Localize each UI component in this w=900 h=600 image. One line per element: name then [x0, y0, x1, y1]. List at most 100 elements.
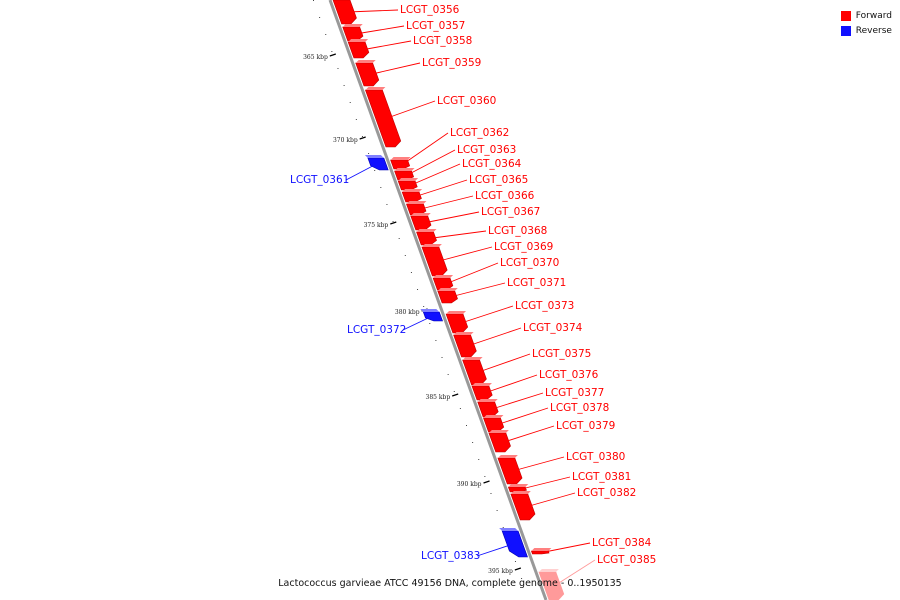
- tick-minor: [459, 408, 461, 409]
- gene-label-LCGT_0359[interactable]: LCGT_0359: [422, 57, 481, 69]
- tick-minor: [325, 34, 327, 35]
- tick-minor: [478, 459, 480, 460]
- gene-label-LCGT_0361[interactable]: LCGT_0361: [290, 174, 349, 186]
- tick-minor: [417, 289, 419, 290]
- gene-label-LCGT_0369[interactable]: LCGT_0369: [494, 241, 553, 253]
- leader-line: [423, 211, 480, 224]
- gene-feature-LCGT_0360[interactable]: [364, 89, 402, 148]
- gene-feature-LCGT_0371[interactable]: [437, 290, 458, 304]
- tick-minor: [331, 51, 333, 52]
- gene-feature-LCGT_0378[interactable]: [483, 417, 505, 433]
- gene-label-LCGT_0356[interactable]: LCGT_0356: [400, 4, 460, 16]
- gene-label-LCGT_0370[interactable]: LCGT_0370: [500, 257, 559, 269]
- leader-line: [445, 262, 499, 285]
- tick-minor: [490, 493, 492, 494]
- gene-feature-face: [398, 178, 419, 181]
- gene-feature-LCGT_0368[interactable]: [416, 231, 437, 246]
- gene-feature-LCGT_0372[interactable]: [422, 311, 443, 322]
- tick-minor: [392, 221, 394, 222]
- gene-feature-face: [390, 157, 411, 160]
- gene-label-LCGT_0373[interactable]: LCGT_0373: [515, 300, 574, 312]
- leader-line: [345, 163, 377, 181]
- gene-label-LCGT_0381[interactable]: LCGT_0381: [572, 471, 631, 483]
- gene-label-LCGT_0375[interactable]: LCGT_0375: [532, 348, 591, 360]
- gene-label-LCGT_0365[interactable]: LCGT_0365: [469, 174, 528, 186]
- gene-label-LCGT_0371[interactable]: LCGT_0371: [507, 277, 566, 289]
- gene-label-LCGT_0357[interactable]: LCGT_0357: [406, 20, 465, 32]
- gene-feature-face: [421, 244, 442, 247]
- gene-feature-LCGT_0376[interactable]: [471, 385, 493, 401]
- gene-label-LCGT_0366[interactable]: LCGT_0366: [475, 190, 535, 202]
- tick-major: [452, 393, 459, 397]
- leader-line: [459, 305, 514, 324]
- gene-label-LCGT_0383[interactable]: LCGT_0383: [421, 550, 480, 562]
- gene-label-LCGT_0364[interactable]: LCGT_0364: [462, 158, 522, 170]
- gene-label-LCGT_0377[interactable]: LCGT_0377: [545, 387, 604, 399]
- leader-line: [477, 353, 531, 373]
- tick-minor: [521, 578, 523, 579]
- gene-label-LCGT_0372[interactable]: LCGT_0372: [347, 324, 406, 336]
- strand-legend: Forward Reverse: [840, 8, 892, 38]
- tick-minor: [453, 391, 455, 392]
- kbp-ticks: 365 kbp 370 kbp 375 kbp 380 kbp 385 kbp 390 k…: [303, 0, 523, 579]
- gene-labels: LCGT_0356 LCGT_0357 LCGT_0358 LCGT_0359 LCGT…: [290, 4, 656, 587]
- tick-minor: [447, 374, 449, 375]
- gene-feature-LCGT_0365[interactable]: [401, 191, 422, 203]
- tick-major: [390, 221, 397, 225]
- gene-feature-face: [538, 569, 559, 572]
- leader-line: [402, 316, 432, 331]
- gene-label-LCGT_0362[interactable]: LCGT_0362: [450, 127, 509, 139]
- tick-minor: [466, 425, 467, 426]
- gene-feature-face: [453, 332, 474, 335]
- gene-feature-face: [410, 213, 431, 216]
- gene-label-LCGT_0384[interactable]: LCGT_0384: [592, 537, 652, 549]
- gene-label-LCGT_0363[interactable]: LCGT_0363: [457, 144, 516, 156]
- leader-line: [450, 282, 506, 298]
- leader-line: [429, 230, 487, 239]
- tick-major: [514, 567, 522, 571]
- tick-minor: [496, 510, 498, 511]
- forward-swatch: [840, 10, 851, 21]
- gene-feature-face: [416, 229, 437, 232]
- gene-feature-face: [364, 155, 384, 158]
- tick-major: [359, 136, 366, 140]
- gene-label-LCGT_0382[interactable]: LCGT_0382: [577, 487, 636, 499]
- gene-label-LCGT_0385[interactable]: LCGT_0385: [597, 554, 656, 566]
- gene-feature-LCGT_0357[interactable]: [342, 26, 364, 42]
- tick-minor: [423, 306, 425, 307]
- gene-label-LCGT_0379[interactable]: LCGT_0379: [556, 420, 615, 432]
- gene-label-LCGT_0368[interactable]: LCGT_0368: [488, 225, 547, 237]
- leader-line: [406, 149, 456, 176]
- tick-minor: [337, 68, 339, 69]
- gene-feature-face: [499, 528, 519, 531]
- legend-reverse-label: Reverse: [855, 25, 892, 36]
- tick-minor: [398, 238, 400, 239]
- tick-minor: [380, 187, 382, 188]
- leader-line: [502, 425, 555, 443]
- tick-minor: [374, 170, 376, 171]
- gene-feature-LCGT_0361[interactable]: [367, 157, 389, 171]
- leader-line: [467, 327, 522, 347]
- gene-label-LCGT_0374[interactable]: LCGT_0374: [523, 322, 583, 334]
- gene-label-LCGT_0380[interactable]: LCGT_0380: [566, 451, 625, 463]
- tick-minor: [404, 255, 406, 256]
- leader-line: [437, 246, 493, 262]
- gene-feature-LCGT_0364[interactable]: [397, 180, 418, 191]
- gene-feature-LCGT_0356[interactable]: [332, 0, 357, 25]
- gene-feature-LCGT_0367[interactable]: [410, 215, 432, 231]
- leader-line: [369, 62, 421, 75]
- gene-label-LCGT_0358[interactable]: LCGT_0358: [413, 35, 472, 47]
- gene-label-LCGT_0360[interactable]: LCGT_0360: [437, 95, 496, 107]
- leader-line: [525, 492, 576, 508]
- tick-minor: [502, 527, 504, 528]
- tick-label: 395 kbp: [488, 568, 513, 575]
- gene-label-LCGT_0376[interactable]: LCGT_0376: [539, 369, 599, 381]
- legend-forward-label: Forward: [855, 10, 892, 21]
- gene-feature-face: [531, 548, 552, 551]
- gene-label-LCGT_0378[interactable]: LCGT_0378: [550, 402, 609, 414]
- gene-feature-face: [483, 415, 504, 418]
- leader-line: [496, 407, 549, 426]
- leader-line: [542, 542, 591, 553]
- gene-label-LCGT_0367[interactable]: LCGT_0367: [481, 206, 540, 218]
